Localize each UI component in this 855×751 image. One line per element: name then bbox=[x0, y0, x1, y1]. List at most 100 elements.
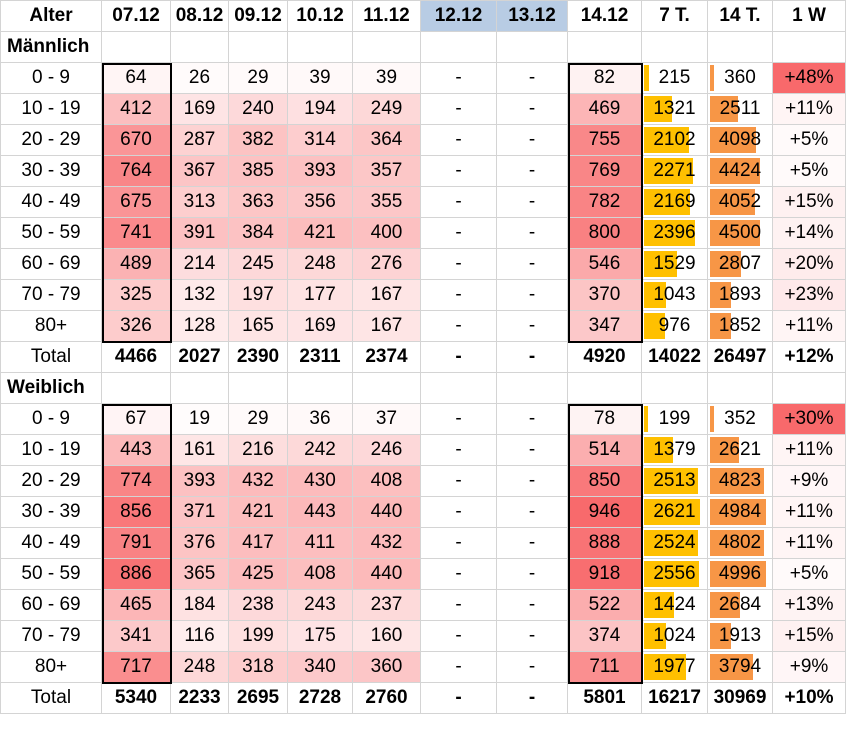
daily-cases-cell[interactable]: 489 bbox=[101, 248, 171, 280]
daily-cases-cell[interactable]: 886 bbox=[101, 558, 171, 590]
daily-cases-cell[interactable]: 769 bbox=[567, 155, 642, 187]
total-cell[interactable]: 2374 bbox=[352, 341, 421, 373]
daily-cases-cell[interactable]: 29 bbox=[228, 62, 288, 94]
daily-cases-cell[interactable]: 717 bbox=[101, 651, 171, 683]
daily-cases-cell[interactable]: 326 bbox=[101, 310, 171, 342]
daily-cases-cell[interactable]: - bbox=[420, 403, 497, 435]
header-1-week-change[interactable]: 1 W bbox=[772, 0, 846, 32]
total-cell[interactable]: 2760 bbox=[352, 682, 421, 714]
daily-cases-cell[interactable]: - bbox=[496, 620, 568, 652]
daily-cases-cell[interactable]: 237 bbox=[352, 589, 421, 621]
daily-cases-cell[interactable]: - bbox=[496, 310, 568, 342]
daily-cases-cell[interactable]: 764 bbox=[101, 155, 171, 187]
total-week-change[interactable]: +12% bbox=[772, 341, 846, 373]
age-group-label[interactable]: 30 - 39 bbox=[0, 496, 102, 528]
age-group-label[interactable]: 60 - 69 bbox=[0, 248, 102, 280]
daily-cases-cell[interactable]: 82 bbox=[567, 62, 642, 94]
empty-cell[interactable] bbox=[567, 372, 642, 404]
fourteen-day-sum-cell[interactable]: 4996 bbox=[707, 558, 773, 590]
seven-day-sum-cell[interactable]: 1977 bbox=[641, 651, 708, 683]
total-cell[interactable]: 2728 bbox=[287, 682, 353, 714]
daily-cases-cell[interactable]: - bbox=[496, 465, 568, 497]
age-group-label[interactable]: 80+ bbox=[0, 310, 102, 342]
empty-cell[interactable] bbox=[496, 372, 568, 404]
total-cell[interactable]: 2233 bbox=[170, 682, 229, 714]
daily-cases-cell[interactable]: 417 bbox=[228, 527, 288, 559]
total-fourteen-day[interactable]: 30969 bbox=[707, 682, 773, 714]
total-cell[interactable]: - bbox=[420, 682, 497, 714]
week-change-cell[interactable]: +48% bbox=[772, 62, 846, 94]
daily-cases-cell[interactable]: - bbox=[420, 248, 497, 280]
daily-cases-cell[interactable]: 340 bbox=[287, 651, 353, 683]
daily-cases-cell[interactable]: 670 bbox=[101, 124, 171, 156]
daily-cases-cell[interactable]: 393 bbox=[170, 465, 229, 497]
total-label[interactable]: Total bbox=[0, 682, 102, 714]
daily-cases-cell[interactable]: 465 bbox=[101, 589, 171, 621]
seven-day-sum-cell[interactable]: 1529 bbox=[641, 248, 708, 280]
daily-cases-cell[interactable]: 64 bbox=[101, 62, 171, 94]
seven-day-sum-cell[interactable]: 2621 bbox=[641, 496, 708, 528]
daily-cases-cell[interactable]: - bbox=[420, 62, 497, 94]
daily-cases-cell[interactable]: - bbox=[420, 434, 497, 466]
header-14-day[interactable]: 14 T. bbox=[707, 0, 773, 32]
fourteen-day-sum-cell[interactable]: 2511 bbox=[707, 93, 773, 125]
daily-cases-cell[interactable]: 357 bbox=[352, 155, 421, 187]
total-cell[interactable]: 4920 bbox=[567, 341, 642, 373]
header-age[interactable]: Alter bbox=[0, 0, 102, 32]
header-date[interactable]: 07.12 bbox=[101, 0, 171, 32]
week-change-cell[interactable]: +11% bbox=[772, 496, 846, 528]
header-date[interactable]: 08.12 bbox=[170, 0, 229, 32]
fourteen-day-sum-cell[interactable]: 360 bbox=[707, 62, 773, 94]
total-seven-day[interactable]: 14022 bbox=[641, 341, 708, 373]
daily-cases-cell[interactable]: 374 bbox=[567, 620, 642, 652]
header-date[interactable]: 14.12 bbox=[567, 0, 642, 32]
seven-day-sum-cell[interactable]: 1321 bbox=[641, 93, 708, 125]
empty-cell[interactable] bbox=[420, 31, 497, 63]
age-group-label[interactable]: 50 - 59 bbox=[0, 558, 102, 590]
daily-cases-cell[interactable]: - bbox=[496, 589, 568, 621]
total-cell[interactable]: 2027 bbox=[170, 341, 229, 373]
daily-cases-cell[interactable]: 432 bbox=[228, 465, 288, 497]
daily-cases-cell[interactable]: 248 bbox=[287, 248, 353, 280]
daily-cases-cell[interactable]: 360 bbox=[352, 651, 421, 683]
daily-cases-cell[interactable]: 411 bbox=[287, 527, 353, 559]
seven-day-sum-cell[interactable]: 2556 bbox=[641, 558, 708, 590]
daily-cases-cell[interactable]: 469 bbox=[567, 93, 642, 125]
daily-cases-cell[interactable]: 888 bbox=[567, 527, 642, 559]
daily-cases-cell[interactable]: 347 bbox=[567, 310, 642, 342]
daily-cases-cell[interactable]: - bbox=[496, 93, 568, 125]
fourteen-day-sum-cell[interactable]: 4098 bbox=[707, 124, 773, 156]
daily-cases-cell[interactable]: 850 bbox=[567, 465, 642, 497]
seven-day-sum-cell[interactable]: 1024 bbox=[641, 620, 708, 652]
fourteen-day-sum-cell[interactable]: 1852 bbox=[707, 310, 773, 342]
week-change-cell[interactable]: +11% bbox=[772, 434, 846, 466]
daily-cases-cell[interactable]: - bbox=[420, 217, 497, 249]
daily-cases-cell[interactable]: 522 bbox=[567, 589, 642, 621]
fourteen-day-sum-cell[interactable]: 4984 bbox=[707, 496, 773, 528]
empty-cell[interactable] bbox=[772, 31, 846, 63]
daily-cases-cell[interactable]: 782 bbox=[567, 186, 642, 218]
daily-cases-cell[interactable]: 238 bbox=[228, 589, 288, 621]
daily-cases-cell[interactable]: 199 bbox=[228, 620, 288, 652]
empty-cell[interactable] bbox=[170, 31, 229, 63]
daily-cases-cell[interactable]: - bbox=[496, 403, 568, 435]
header-date[interactable]: 11.12 bbox=[352, 0, 421, 32]
header-7-day[interactable]: 7 T. bbox=[641, 0, 708, 32]
daily-cases-cell[interactable]: - bbox=[496, 217, 568, 249]
seven-day-sum-cell[interactable]: 1379 bbox=[641, 434, 708, 466]
empty-cell[interactable] bbox=[352, 31, 421, 63]
fourteen-day-sum-cell[interactable]: 352 bbox=[707, 403, 773, 435]
empty-cell[interactable] bbox=[101, 372, 171, 404]
empty-cell[interactable] bbox=[287, 372, 353, 404]
daily-cases-cell[interactable]: 800 bbox=[567, 217, 642, 249]
daily-cases-cell[interactable]: - bbox=[420, 93, 497, 125]
daily-cases-cell[interactable]: 128 bbox=[170, 310, 229, 342]
empty-cell[interactable] bbox=[287, 31, 353, 63]
daily-cases-cell[interactable]: 246 bbox=[352, 434, 421, 466]
seven-day-sum-cell[interactable]: 2169 bbox=[641, 186, 708, 218]
total-cell[interactable]: 5340 bbox=[101, 682, 171, 714]
daily-cases-cell[interactable]: 167 bbox=[352, 310, 421, 342]
daily-cases-cell[interactable]: - bbox=[420, 465, 497, 497]
age-group-label[interactable]: 50 - 59 bbox=[0, 217, 102, 249]
daily-cases-cell[interactable]: 421 bbox=[228, 496, 288, 528]
